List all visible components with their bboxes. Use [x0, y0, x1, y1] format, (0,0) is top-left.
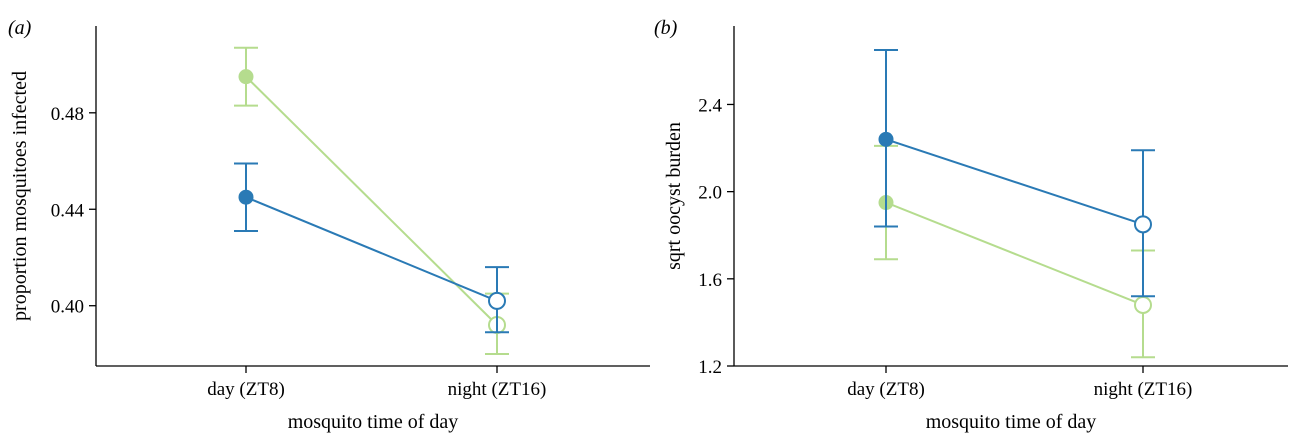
data-point-open: [1134, 215, 1152, 234]
series-line: [885, 138, 1144, 226]
series-line: [245, 75, 498, 326]
y-tick-label: 0.44: [51, 200, 85, 221]
y-tick-label: 2.4: [698, 95, 722, 116]
data-point-filled: [238, 69, 254, 85]
y-tick-label: 1.6: [698, 270, 722, 291]
data-point-filled: [878, 131, 894, 147]
x-tick-label: day (ZT8): [207, 379, 285, 400]
x-tick-label: night (ZT16): [1094, 379, 1193, 400]
y-tick-label: 1.2: [698, 357, 722, 378]
data-point-open: [1134, 295, 1152, 314]
y-tick-label: 0.40: [51, 297, 84, 318]
panel-a: (a) 0.40 0.44 0.48 day (ZT8) night (ZT16) mosq…: [8, 17, 650, 433]
y-axis-title: proportion mosquitoes infected: [9, 71, 31, 321]
panel-label: (b): [654, 17, 678, 39]
panel-b: (b) 1.2 1.6 2.0 2.4 day (ZT8) night (ZT16) mosq…: [654, 17, 1288, 433]
series-line: [245, 196, 498, 302]
series-0: [234, 46, 509, 355]
panel-label: (a): [8, 17, 32, 39]
x-axis-title: mosquito time of day: [926, 411, 1097, 433]
series-line: [885, 201, 1144, 306]
x-axis-title: mosquito time of day: [288, 411, 459, 433]
x-tick-label: night (ZT16): [448, 379, 547, 400]
y-axis-title: sqrt oocyst burden: [663, 122, 685, 270]
data-point-open: [488, 291, 506, 310]
series-0: [874, 144, 1155, 359]
x-tick-label: day (ZT8): [847, 379, 925, 400]
series-1: [234, 162, 509, 334]
y-tick-label: 0.48: [51, 104, 84, 125]
y-tick-label: 2.0: [698, 183, 722, 204]
data-point-filled: [238, 189, 254, 205]
series-1: [874, 48, 1155, 298]
